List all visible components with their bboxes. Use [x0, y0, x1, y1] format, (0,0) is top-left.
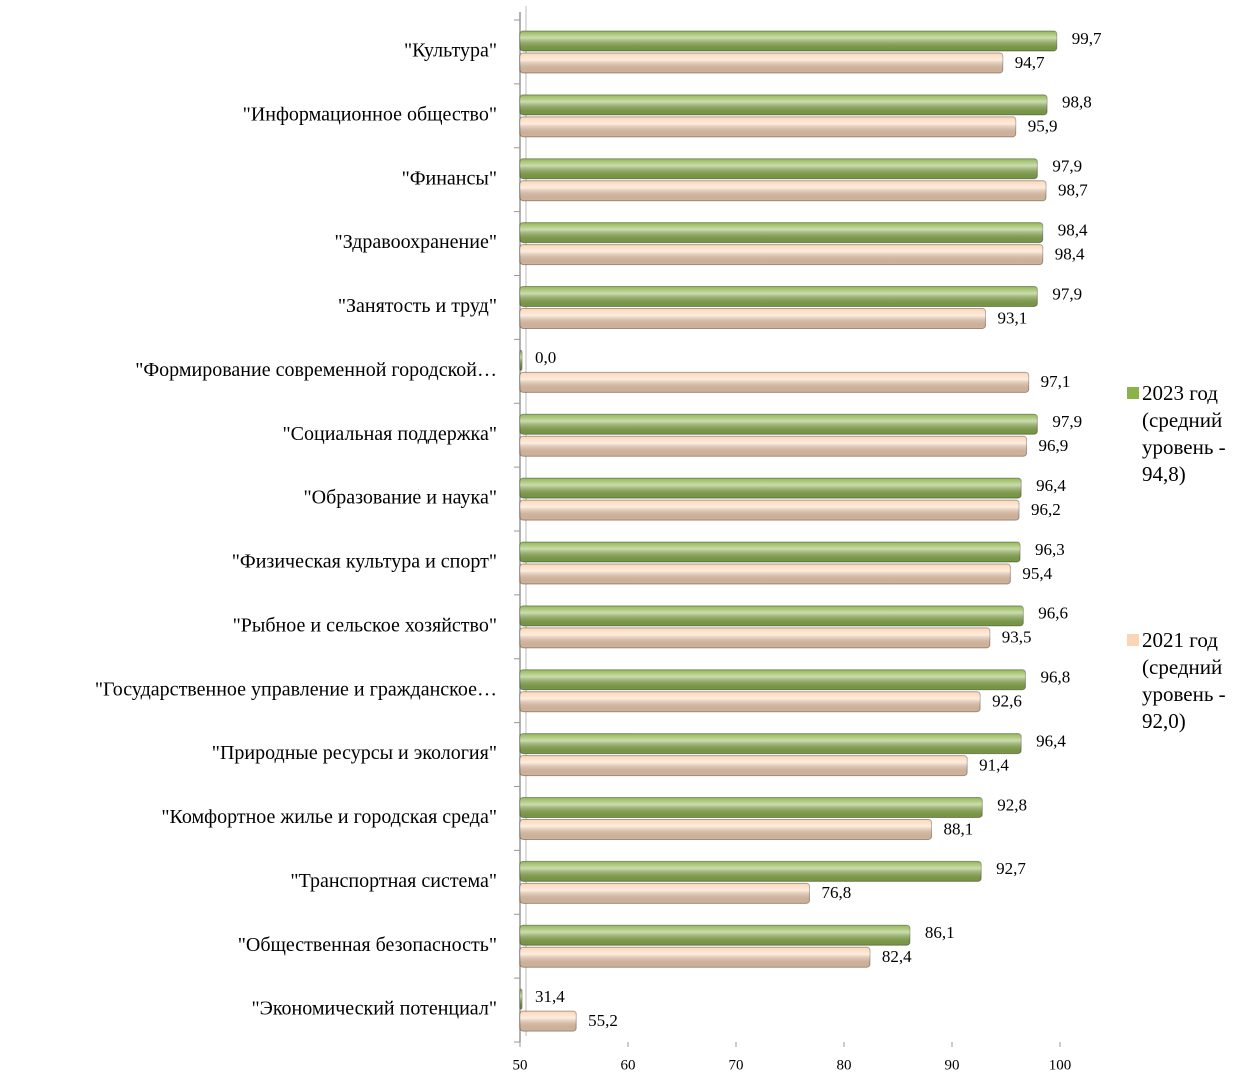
category-label: "Природные ресурсы и экология"	[212, 742, 497, 764]
category-label: "Финансы"	[402, 167, 497, 189]
category-label: "Комфортное жилье и городская среда"	[161, 806, 497, 828]
value-label: 86,1	[925, 923, 955, 942]
bar	[519, 413, 1038, 435]
bar	[519, 30, 1058, 52]
bar	[519, 116, 1017, 138]
value-label: 82,4	[882, 947, 912, 966]
value-label: 93,5	[1002, 628, 1032, 647]
legend-item: 2023 год (средний уровень - 94,8)	[1127, 380, 1247, 488]
category-label: "Общественная безопасность"	[238, 934, 497, 956]
value-label: 55,2	[588, 1011, 618, 1030]
value-label: 94,7	[1015, 53, 1045, 72]
value-label: 0,0	[535, 348, 556, 367]
legend-label: 2023 год (средний уровень - 94,8)	[1142, 381, 1226, 486]
value-label: 96,4	[1036, 731, 1066, 750]
bar	[519, 94, 1048, 116]
value-label: 96,8	[1040, 668, 1070, 687]
bar	[519, 796, 983, 818]
category-label: "Формирование современной городской…	[135, 359, 497, 381]
x-tick-label: 70	[729, 1057, 744, 1073]
value-label: 95,9	[1028, 117, 1058, 136]
bar	[519, 818, 932, 840]
value-label: 98,4	[1055, 244, 1085, 263]
bar	[519, 691, 981, 713]
category-label: "Социальная поддержка"	[283, 423, 497, 445]
bar	[519, 755, 968, 777]
value-label: 91,4	[979, 755, 1009, 774]
bar	[519, 882, 810, 904]
bar	[519, 349, 523, 371]
category-label: "Физическая культура и спорт"	[232, 551, 497, 573]
category-label: "Транспортная система"	[290, 870, 497, 892]
value-label: 88,1	[943, 819, 973, 838]
value-label: 76,8	[821, 883, 851, 902]
bar	[519, 371, 1030, 393]
legend-swatch	[1127, 634, 1139, 646]
bar	[519, 307, 986, 329]
bar	[519, 477, 1022, 499]
value-label: 96,3	[1035, 540, 1065, 559]
category-label: "Образование и наука"	[303, 487, 497, 509]
bar	[519, 669, 1026, 691]
bar	[519, 924, 911, 946]
bar	[519, 499, 1020, 521]
bar	[519, 222, 1044, 244]
value-label: 31,4	[535, 987, 565, 1006]
category-label: "Рыбное и сельское хозяйство"	[233, 614, 497, 636]
category-label: "Культура"	[404, 40, 497, 62]
bar	[519, 541, 1021, 563]
value-label: 98,8	[1062, 93, 1092, 112]
value-label: 93,1	[997, 308, 1027, 327]
bar	[519, 946, 871, 968]
value-label: 97,9	[1052, 157, 1082, 176]
category-label: "Здравоохранение"	[335, 231, 497, 253]
x-tick-label: 60	[621, 1057, 636, 1073]
value-label: 95,4	[1022, 564, 1052, 583]
bar	[519, 627, 991, 649]
bar	[519, 435, 1028, 457]
bar	[519, 563, 1011, 585]
value-label: 92,7	[996, 859, 1026, 878]
bar	[519, 285, 1038, 307]
x-tick-label: 80	[837, 1057, 852, 1073]
bar	[519, 52, 1004, 74]
x-tick-label: 90	[945, 1057, 960, 1073]
value-label: 92,8	[997, 795, 1027, 814]
legend-swatch	[1127, 387, 1139, 399]
legend-label: 2021 год (средний уровень - 92,0)	[1142, 628, 1226, 733]
legend-item: 2021 год (средний уровень - 92,0)	[1127, 627, 1247, 735]
x-tick-label: 100	[1049, 1057, 1072, 1073]
bar	[519, 605, 1024, 627]
bar	[519, 158, 1038, 180]
value-label: 98,4	[1058, 220, 1088, 239]
value-label: 97,9	[1052, 412, 1082, 431]
value-label: 97,1	[1041, 372, 1071, 391]
value-label: 96,9	[1039, 436, 1069, 455]
value-label: 96,4	[1036, 476, 1066, 495]
category-label: "Экономический потенциал"	[251, 998, 497, 1020]
category-label: "Информационное общество"	[243, 103, 497, 125]
bar	[519, 244, 1044, 266]
value-label: 96,6	[1038, 604, 1068, 623]
bar	[519, 180, 1047, 202]
x-tick-label: 50	[513, 1057, 528, 1073]
bar	[519, 860, 982, 882]
value-label: 92,6	[992, 692, 1022, 711]
category-label: "Государственное управление и гражданско…	[95, 678, 497, 700]
value-label: 98,7	[1058, 181, 1088, 200]
bar	[519, 733, 1022, 755]
bar	[519, 988, 523, 1010]
category-label: "Занятость и труд"	[338, 295, 497, 317]
value-label: 97,9	[1052, 284, 1082, 303]
value-label: 96,2	[1031, 500, 1061, 519]
bar	[519, 1010, 577, 1032]
value-label: 99,7	[1072, 29, 1102, 48]
